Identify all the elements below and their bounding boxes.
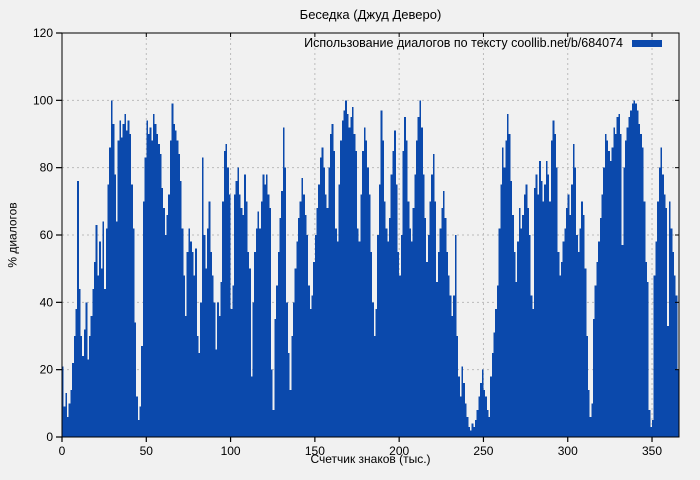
y-tick-label: 100 [33,93,53,107]
x-tick-label: 350 [642,444,662,458]
x-tick-label: 300 [558,444,578,458]
y-tick-label: 20 [40,363,54,377]
x-tick-label: 0 [59,444,66,458]
y-tick-label: 40 [40,295,54,309]
legend-label: Использование диалогов по тексту coollib… [304,36,623,50]
x-tick-label: 50 [140,444,154,458]
x-tick-label: 200 [389,444,409,458]
y-tick-label: 60 [40,228,54,242]
y-tick-label: 80 [40,161,54,175]
legend-swatch-icon [632,40,662,47]
x-tick-label: 100 [221,444,241,458]
y-axis-title: % диалогов [0,0,26,470]
x-tick-label: 150 [305,444,325,458]
legend: Использование диалогов по тексту coollib… [304,37,662,50]
chart-title: Беседка (Джуд Деверо) [299,7,442,22]
y-tick-label: 0 [46,430,53,444]
y-axis-title-text: % диалогов [6,202,21,268]
x-tick-label: 250 [473,444,493,458]
x-axis-title: Счетчик знаков (тыс.) [310,452,431,466]
y-tick-label: 120 [33,26,53,40]
